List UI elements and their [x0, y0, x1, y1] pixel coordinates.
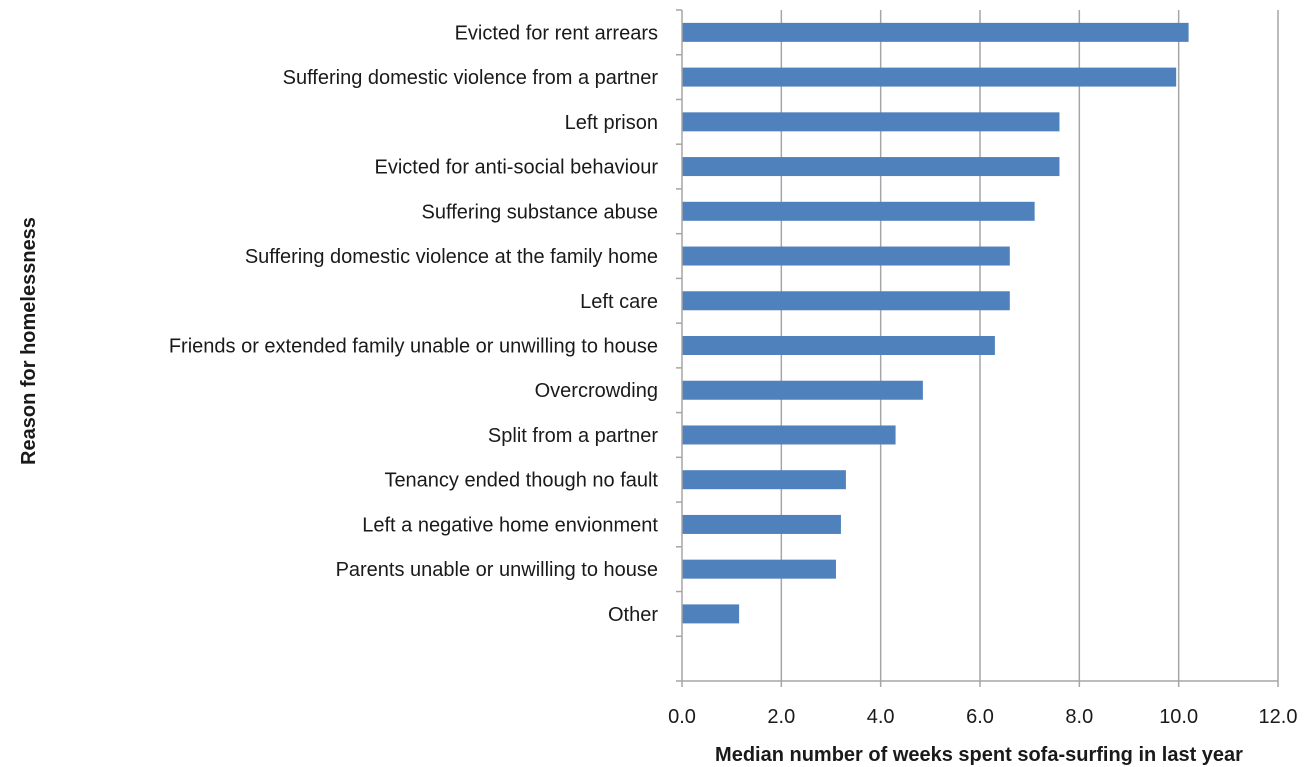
x-tick-label: 4.0 [867, 706, 895, 728]
bar [682, 201, 1035, 221]
category-label: Suffering substance abuse [422, 201, 658, 223]
category-label: Left care [580, 291, 658, 313]
bar [682, 336, 995, 355]
category-label: Evicted for rent arrears [455, 22, 658, 44]
x-tick-label: 2.0 [767, 706, 795, 728]
bar [682, 67, 1177, 87]
category-label: Evicted for anti-social behaviour [375, 157, 659, 179]
x-tick-label: 8.0 [1065, 706, 1093, 728]
bars [682, 22, 1189, 624]
x-axis-title: Median number of weeks spent sofa-surfin… [715, 744, 1243, 766]
category-label: Suffering domestic violence at the famil… [245, 246, 658, 268]
bar [682, 22, 1189, 42]
bar [682, 425, 896, 445]
bar [682, 291, 1010, 311]
bar [682, 380, 923, 400]
x-tick-label: 12.0 [1259, 706, 1298, 728]
category-label: Split from a partner [488, 425, 658, 447]
bar [682, 246, 1010, 266]
category-label: Left prison [565, 112, 658, 134]
bar [682, 559, 836, 579]
category-label: Left a negative home envionment [362, 514, 658, 536]
bar [682, 470, 846, 490]
y-axis-title: Reason for homelessness [18, 217, 40, 465]
labels: 0.0 2.0 4.0 6.0 8.0 10.0 12.0 Evicted for rent … [169, 22, 1298, 728]
bar [682, 514, 841, 534]
category-label: Friends or extended family unable or unw… [169, 336, 658, 358]
category-label: Parents unable or unwilling to house [336, 559, 658, 581]
x-tick-label: 0.0 [668, 706, 696, 728]
axes [676, 9, 1279, 687]
bar [682, 112, 1060, 132]
category-label: Tenancy ended though no fault [384, 470, 658, 492]
category-label: Other [608, 604, 658, 626]
x-tick-label: 10.0 [1159, 706, 1198, 728]
category-label: Suffering domestic violence from a partn… [283, 67, 659, 89]
bar [682, 604, 740, 624]
bar [682, 157, 1060, 177]
x-tick-label: 6.0 [966, 706, 994, 728]
category-label: Overcrowding [535, 380, 658, 402]
